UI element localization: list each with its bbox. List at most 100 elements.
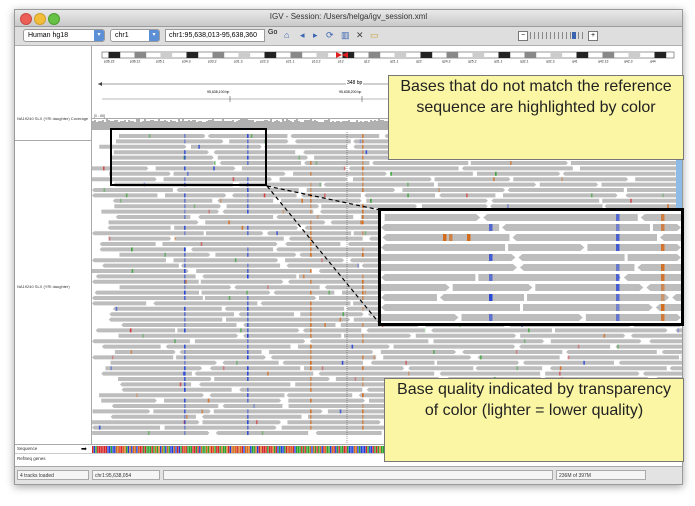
aligned-read [107, 225, 171, 230]
reference-base [226, 446, 228, 453]
mismatch-base [362, 333, 364, 338]
mismatch-base [184, 382, 186, 387]
aligned-read [118, 333, 239, 338]
back-icon[interactable]: ◂ [300, 30, 305, 40]
close-icon[interactable]: ✕ [356, 30, 364, 40]
mismatch-base [247, 274, 249, 279]
reference-base [93, 446, 96, 453]
refseq-track-name: RefSeq genes [17, 456, 46, 461]
genome-select[interactable]: Human hg18 ▾ [23, 29, 105, 42]
mismatch-base [423, 328, 426, 333]
mismatch-base [362, 188, 364, 192]
locus-input[interactable]: chr1:95,638,013-95,638,360 [165, 29, 265, 42]
aligned-read [279, 177, 348, 182]
reference-base [277, 446, 279, 453]
reference-base [126, 446, 128, 453]
mismatch-base [362, 220, 364, 225]
mismatch-base [147, 431, 150, 435]
mismatch-base [184, 177, 186, 182]
aligned-read [198, 215, 274, 219]
reference-base [149, 446, 152, 453]
coverage-bar [236, 121, 238, 130]
reference-base [338, 446, 340, 453]
reference-base [381, 446, 383, 453]
roi-icon[interactable]: ▥ [341, 30, 350, 40]
reference-base [217, 446, 220, 453]
coverage-bar [334, 122, 336, 130]
close-window-button[interactable] [20, 13, 32, 25]
coverage-bar [368, 122, 370, 130]
refresh-icon[interactable]: ⟳ [326, 30, 334, 40]
aligned-read [202, 420, 282, 425]
reference-base [102, 446, 104, 453]
aligned-read [215, 431, 309, 435]
mismatch-base [362, 247, 364, 252]
minimize-window-button[interactable] [34, 13, 46, 25]
popup-icon[interactable]: ▭ [370, 30, 379, 40]
reference-base [202, 446, 204, 453]
mismatch-base [183, 420, 186, 425]
home-icon[interactable]: ⌂ [284, 30, 290, 40]
zoom-in-button[interactable]: + [588, 31, 598, 41]
coverage-bar [136, 119, 138, 130]
mismatch-base [185, 279, 187, 284]
mismatch-base [184, 323, 186, 327]
zoom-control[interactable]: − + [518, 31, 598, 41]
mismatch-base [282, 209, 285, 214]
coverage-bar [196, 122, 198, 130]
chromosome-select[interactable]: chr1 ▾ [110, 29, 160, 42]
mismatch-base [247, 414, 249, 419]
aligned-read [431, 328, 552, 333]
strand-arrow-icon[interactable]: ➡ [81, 446, 87, 453]
coverage-bar [172, 121, 174, 130]
reads-track-name[interactable]: NA19240 SLX (YRI daughter) [17, 284, 70, 289]
coverage-bar [298, 121, 300, 130]
maximize-window-button[interactable] [48, 13, 60, 25]
forward-icon[interactable]: ▸ [313, 30, 318, 40]
reference-base [253, 446, 255, 453]
aligned-read [434, 177, 511, 182]
coverage-bar [168, 122, 170, 130]
mismatch-base [577, 344, 580, 349]
mismatch-base [310, 382, 312, 387]
mismatch-base [184, 350, 186, 354]
mismatch-base [98, 425, 101, 430]
reference-base [97, 446, 99, 453]
mismatch-base [507, 204, 509, 209]
reference-base [352, 446, 354, 453]
reference-base [127, 446, 130, 453]
ideogram-band [498, 52, 511, 58]
ideogram-band [134, 52, 147, 58]
mismatch-base [603, 333, 606, 338]
coverage-bar [376, 121, 378, 130]
mismatch-base [362, 161, 364, 165]
chromosome-ideogram[interactable]: p36.23 p36.12 p35.1 p34.3 p33.2 p31.3 p22.3 p21… [92, 49, 682, 63]
coverage-bar [200, 121, 202, 130]
aligned-read [92, 425, 160, 430]
reference-base [372, 446, 374, 453]
mismatch-base [362, 279, 364, 284]
zoom-out-button[interactable]: − [518, 31, 528, 41]
coverage-bar [142, 121, 144, 130]
coverage-track-name[interactable]: NA19240 SLX (YRI daughter) Coverage [17, 116, 89, 121]
coverage-bar [250, 120, 252, 130]
coverage-bar [234, 122, 236, 130]
reference-base [236, 446, 238, 453]
mismatch-base [184, 306, 186, 311]
track-scrollbar[interactable] [676, 132, 682, 252]
reference-base [287, 446, 289, 453]
mismatch-base [184, 398, 186, 403]
aligned-read [348, 166, 459, 171]
reference-base [185, 446, 187, 453]
zoom-slider[interactable] [530, 32, 586, 39]
aligned-read [176, 355, 266, 360]
aligned-read [315, 431, 382, 435]
mismatch-callout: Bases that do not match the reference se… [388, 75, 684, 160]
aligned-read [213, 150, 296, 155]
coverage-bar [332, 121, 334, 130]
coverage-bar [296, 119, 298, 130]
go-button[interactable]: Go [268, 29, 278, 36]
ideogram-band-label: q12 [364, 60, 370, 64]
reference-base [326, 446, 328, 453]
coverage-bar [128, 120, 130, 130]
